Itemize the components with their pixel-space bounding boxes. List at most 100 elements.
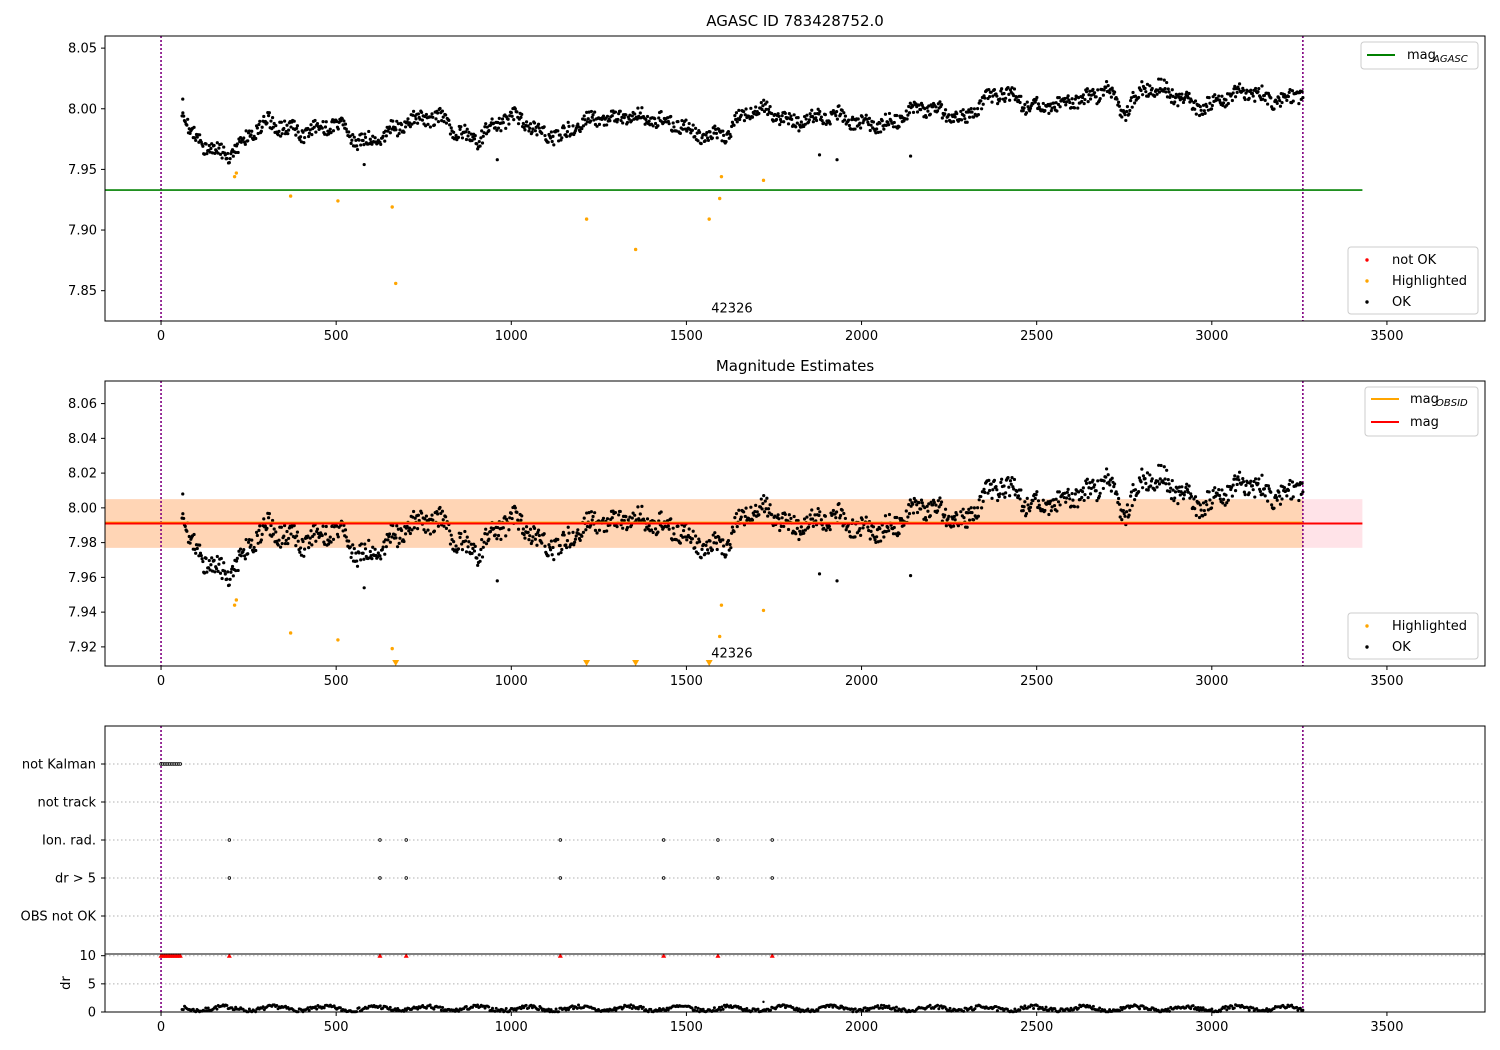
ok-point <box>1064 496 1069 500</box>
agasc-panel: AGASC ID 783428752.0 42326 0 500 1000 1500 2… <box>68 12 1486 344</box>
ok-point <box>1162 78 1166 82</box>
ok-point <box>837 104 841 108</box>
ok-point <box>295 534 299 538</box>
ok-point <box>671 526 675 530</box>
ok-point <box>286 541 290 546</box>
ok-point <box>213 151 217 155</box>
ok-point <box>564 543 568 547</box>
ok-point <box>1066 94 1070 98</box>
ok-point <box>1145 471 1150 475</box>
dr-point <box>416 1007 420 1011</box>
ok-point <box>423 517 427 521</box>
ok-point <box>493 533 497 537</box>
ok-point <box>1173 100 1177 104</box>
ok-point <box>721 129 725 133</box>
ok-point <box>839 513 843 518</box>
ok-point <box>320 533 324 538</box>
ok-point <box>1000 87 1004 91</box>
ok-point <box>284 129 288 134</box>
ok-point <box>743 113 747 117</box>
flag-point <box>227 876 232 880</box>
ok-point <box>367 538 371 542</box>
x-tick-label: 3000 <box>1195 1020 1228 1035</box>
ok-point <box>923 515 928 520</box>
ok-point <box>1226 101 1230 106</box>
ok-point <box>362 162 366 167</box>
ok-point <box>456 135 461 139</box>
ok-point <box>444 526 449 530</box>
ok-point <box>413 516 417 520</box>
ok-point <box>733 113 737 118</box>
mag-agasc-legend-sub: AGASC <box>1432 54 1468 65</box>
ok-point <box>258 119 262 123</box>
ok-point <box>442 524 446 528</box>
ok-point <box>914 499 918 503</box>
ok-point <box>696 552 700 556</box>
ok-point <box>858 526 862 531</box>
ok-point <box>484 527 488 531</box>
ok-point <box>605 123 609 127</box>
ok-point <box>1019 94 1023 98</box>
ok-point <box>802 517 807 521</box>
ok-point <box>424 514 429 518</box>
ok-point <box>1300 90 1304 94</box>
ok-point <box>292 119 296 123</box>
ok-point <box>891 532 896 536</box>
y-tick-label: 8.04 <box>68 432 97 447</box>
ok-point <box>665 116 670 120</box>
ok-point <box>1241 88 1246 93</box>
x-tick-label: 500 <box>324 1020 349 1035</box>
ok-point <box>1201 112 1205 116</box>
ok-point <box>1001 492 1005 496</box>
ok-point <box>996 102 1000 106</box>
dr-point <box>476 1003 480 1007</box>
dr-point <box>490 1006 494 1010</box>
dr-point <box>1013 1007 1017 1011</box>
ok-point <box>1139 88 1143 93</box>
dr-point <box>641 1005 645 1009</box>
ok-point <box>703 552 707 556</box>
dr-point <box>692 1008 696 1012</box>
ok-point <box>674 129 678 133</box>
ok-point <box>1170 88 1174 92</box>
dr-point <box>878 1006 882 1010</box>
ok-point <box>779 524 783 528</box>
ok-point <box>1267 487 1271 491</box>
ok-point <box>470 138 474 143</box>
ok-point <box>218 571 223 575</box>
dr-point <box>831 1005 835 1009</box>
ok-point <box>523 128 527 132</box>
ok-point <box>935 509 940 513</box>
ok-point <box>1128 508 1132 512</box>
ok-point <box>1217 493 1222 498</box>
ok-point <box>1102 88 1106 92</box>
ok-point <box>917 103 921 107</box>
ok-point <box>520 112 524 116</box>
ok-point <box>309 123 313 127</box>
ok-point <box>1157 482 1162 486</box>
dr-point <box>937 1007 941 1011</box>
ok-point <box>301 130 305 134</box>
ok-point <box>1175 486 1179 490</box>
highlighted-offscale-marker <box>632 660 640 666</box>
agasc-legend-bottom: not OK Highlighted OK <box>1347 246 1479 315</box>
x-tick-label: 1000 <box>495 329 528 344</box>
ok-point <box>797 129 801 133</box>
ok-point <box>1233 95 1238 99</box>
ok-point <box>817 153 822 157</box>
ok-point <box>1123 113 1127 117</box>
ok-point <box>515 110 519 114</box>
ok-point <box>649 528 654 532</box>
dr-point <box>1118 1009 1122 1013</box>
highlighted-point <box>232 603 237 607</box>
ok-point <box>477 139 481 144</box>
ok-point <box>754 503 758 507</box>
ok-point <box>270 518 275 523</box>
ok-point <box>1150 86 1154 91</box>
ok-point <box>308 536 312 540</box>
ok-point <box>697 537 701 541</box>
ok-point <box>246 540 251 544</box>
ok-point <box>737 508 741 512</box>
ok-point <box>799 120 803 124</box>
ok-point <box>773 112 777 117</box>
